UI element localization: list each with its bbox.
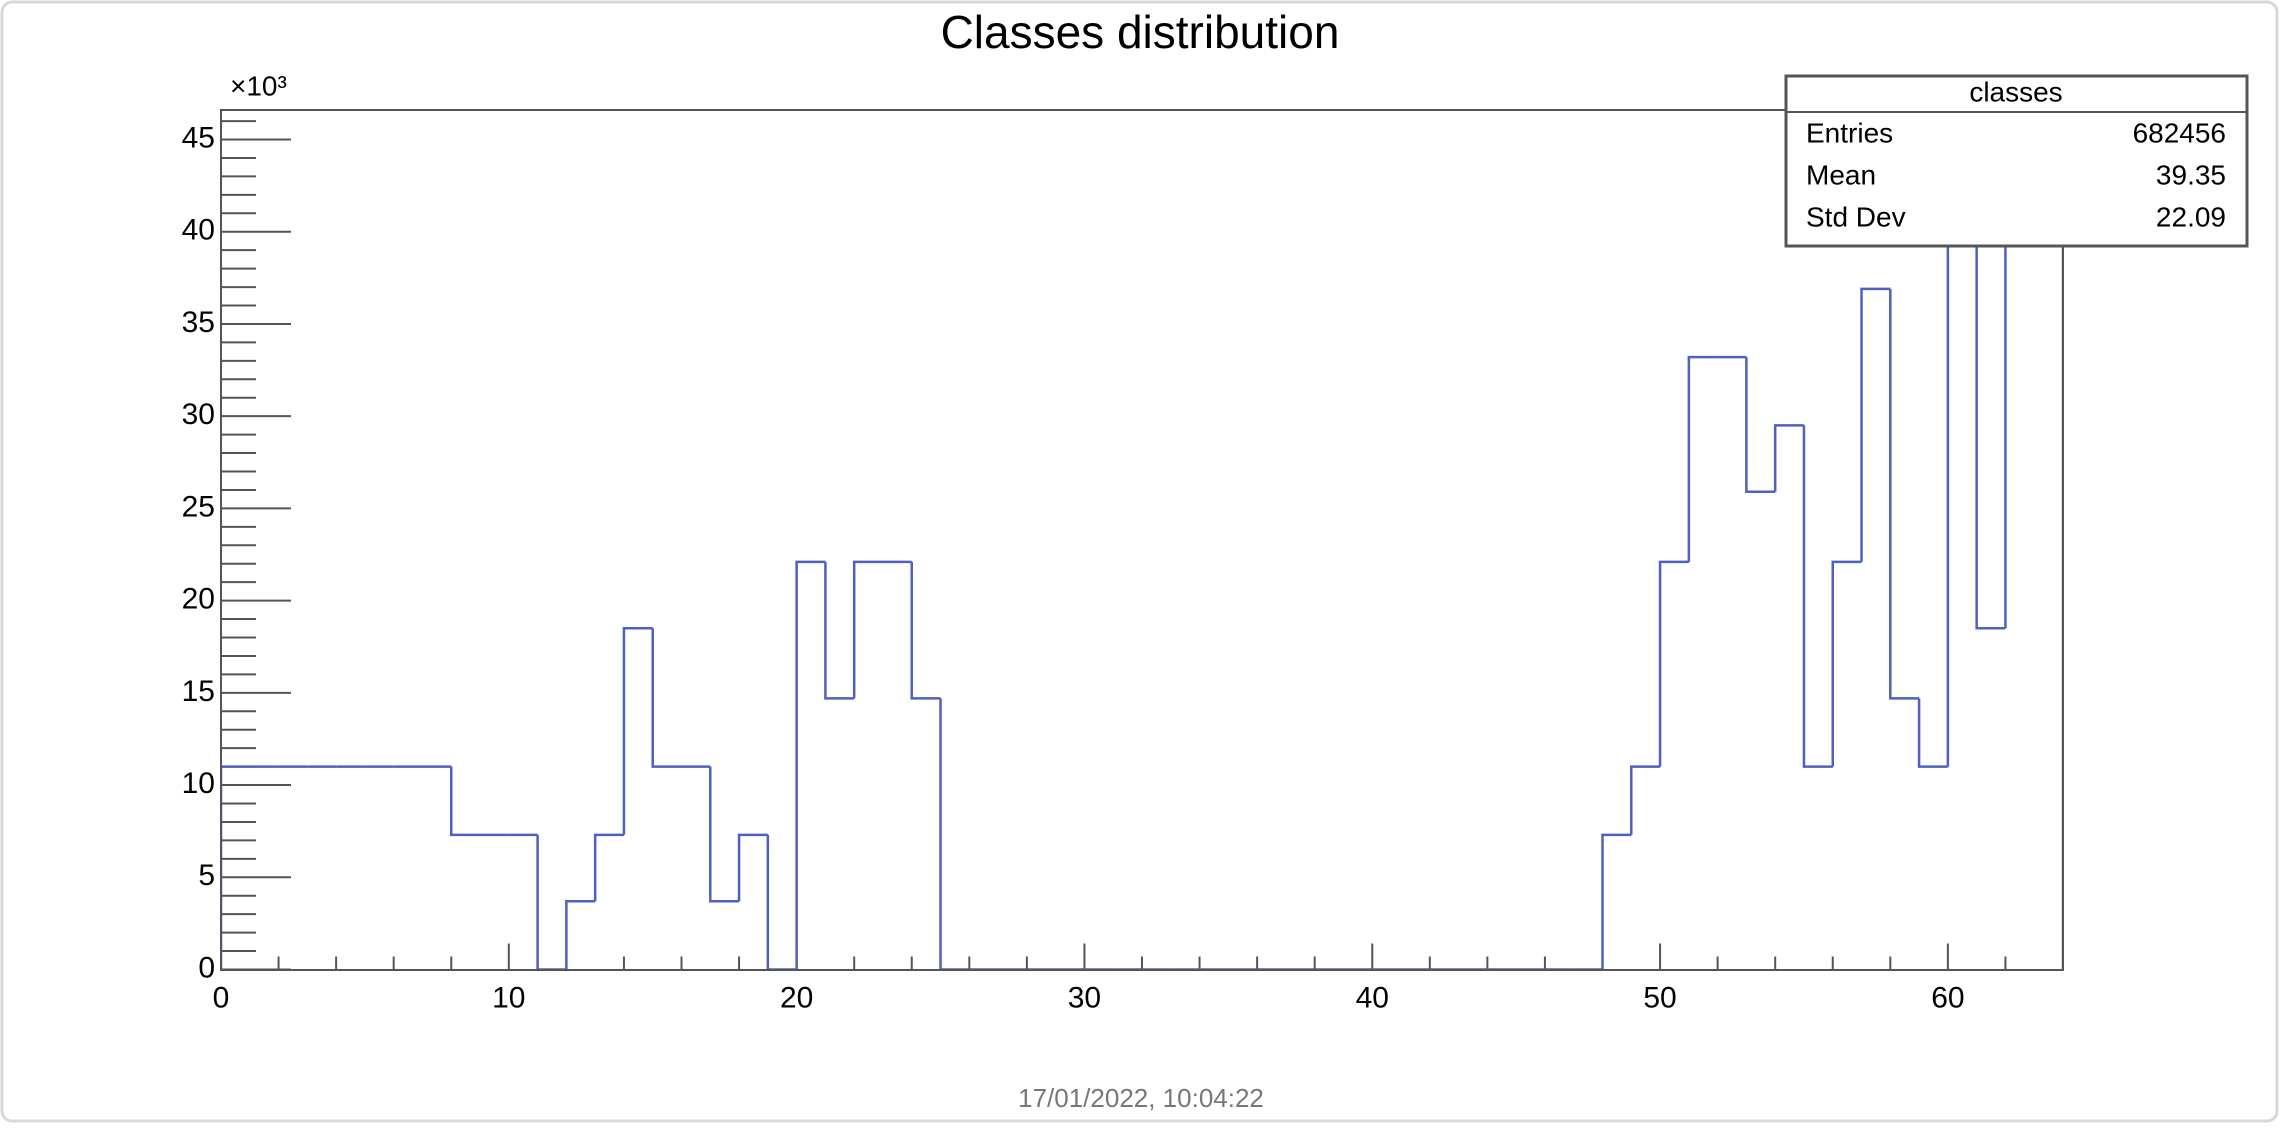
histogram-bin xyxy=(565,900,596,970)
chart-title: Classes distribution xyxy=(941,6,1340,58)
histogram-bin xyxy=(1658,560,1689,767)
stats-border xyxy=(1784,74,2249,248)
stats-label: Mean xyxy=(1806,159,1876,190)
stats-box: classes Entries 682456 Mean 39.35 Std Dev 22.… xyxy=(1784,74,2249,248)
x-tick-label: 60 xyxy=(1931,981,1964,1014)
histogram-bin xyxy=(1975,110,2006,630)
stats-title: classes xyxy=(1969,76,2062,107)
timestamp: 17/01/2022, 10:04:22 xyxy=(1018,1083,1264,1113)
y-tick-label: 20 xyxy=(182,583,215,616)
x-tick-label: 40 xyxy=(1356,981,1389,1014)
histogram-bin xyxy=(852,560,883,699)
y-tick-label: 35 xyxy=(182,306,215,339)
y-tick-label: 45 xyxy=(182,121,215,154)
histogram-bin xyxy=(593,833,624,902)
y-tick-label: 40 xyxy=(182,214,215,247)
histogram-bin xyxy=(651,628,682,768)
y-tick-label: 10 xyxy=(182,767,215,800)
histogram-bin xyxy=(1889,288,1920,700)
y-multiplier: ×10³ xyxy=(230,70,287,101)
histogram-bin xyxy=(1773,424,1804,492)
histogram-bin xyxy=(221,765,250,970)
stats-value: 682456 xyxy=(2133,117,2226,148)
y-tick-label: 0 xyxy=(198,951,215,984)
histogram-bin xyxy=(1831,560,1862,767)
histogram xyxy=(221,110,2063,970)
histogram-bin xyxy=(1630,765,1661,835)
x-tick-label: 30 xyxy=(1068,981,1101,1014)
histogram-bin xyxy=(1687,355,1718,562)
histogram-bin xyxy=(737,833,768,902)
stats-label: Std Dev xyxy=(1806,201,1906,232)
histogram-bin xyxy=(2004,110,2007,629)
y-tick-label: 30 xyxy=(182,398,215,431)
x-tick-label: 0 xyxy=(213,981,230,1014)
histogram-bin xyxy=(1917,698,1948,768)
histogram-bin xyxy=(1860,287,1891,562)
histogram-bin xyxy=(824,561,855,700)
histogram-bin xyxy=(450,766,481,837)
stats-value: 39.35 xyxy=(2156,159,2226,190)
y-tick-label: 15 xyxy=(182,675,215,708)
x-tick-label: 10 xyxy=(492,981,525,1014)
histogram-bin xyxy=(910,561,941,700)
plot-area: 0 5 10 15 20 25 30 35 40 45 0 10 20 30 40 50 60 xyxy=(182,110,2063,1014)
histogram-bin xyxy=(1601,833,1632,970)
y-tick-label: 5 xyxy=(198,859,215,892)
y-tick-label: 25 xyxy=(182,490,215,523)
histogram-bin xyxy=(622,627,653,835)
histogram-bin xyxy=(1946,110,1950,767)
histogram-bin xyxy=(795,560,826,970)
histogram-bin xyxy=(1745,357,1776,494)
x-tick-label: 50 xyxy=(1643,981,1676,1014)
stats-label: Entries xyxy=(1806,117,1893,148)
frame xyxy=(220,109,2064,971)
x-tick-label: 20 xyxy=(780,981,813,1014)
histogram-bin xyxy=(709,766,740,903)
stats-value: 22.09 xyxy=(2156,201,2226,232)
histogram-bin xyxy=(1802,425,1833,768)
